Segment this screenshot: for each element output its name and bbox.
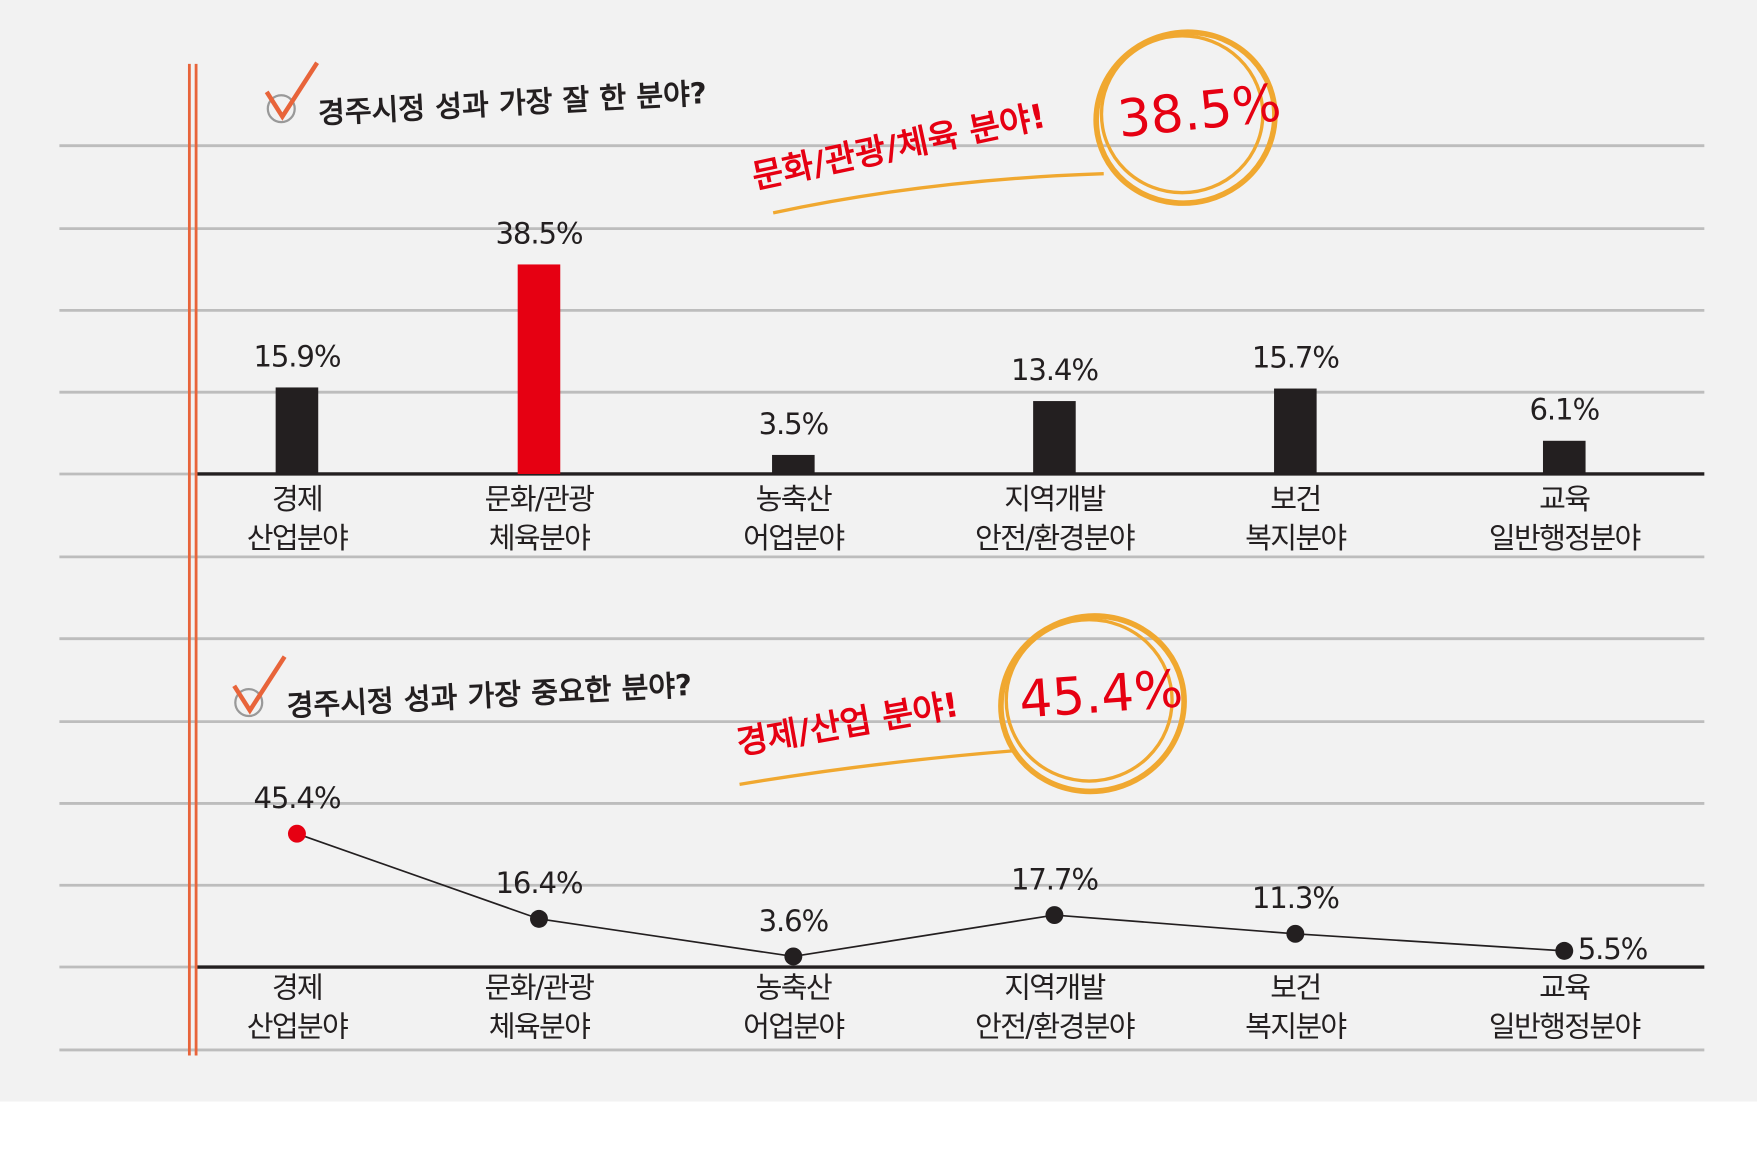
x-tick-label: 일반행정분야 [1489, 521, 1641, 555]
x-tick-label: 농축산 [756, 970, 832, 1004]
bar [772, 454, 815, 474]
x-tick-label: 어업분야 [743, 1010, 844, 1044]
background [0, 0, 1757, 1102]
line [296, 832, 1565, 958]
x-tick-label: 어업분야 [743, 521, 844, 555]
value-label: 45.4% [253, 781, 340, 815]
value-label: 15.7% [1252, 340, 1339, 374]
circle-highlight [998, 613, 1187, 795]
bar [517, 264, 561, 474]
value-label: 13.4% [1011, 353, 1098, 387]
point [1045, 906, 1064, 925]
x-tick-label: 지역개발 [1004, 482, 1105, 516]
value-label: 15.9% [253, 339, 340, 373]
x-tick-label: 경제 [272, 970, 322, 1004]
x-tick-label: 농축산 [756, 482, 832, 516]
bar [1542, 440, 1586, 474]
value-label: 3.5% [759, 407, 829, 441]
value-label: 11.3% [1252, 881, 1339, 915]
x-tick-label: 산업분야 [247, 521, 348, 555]
bar [1274, 388, 1317, 474]
x-tick-label: 복지분야 [1245, 521, 1346, 555]
value-label: 38.5% [496, 216, 583, 250]
x-tick-label: 문화/관광 [485, 482, 594, 516]
circle-highlight [1093, 29, 1278, 206]
underline [772, 172, 1104, 215]
x-tick-label: 안전/환경분야 [975, 1010, 1135, 1044]
point [1286, 924, 1305, 943]
x-tick-label: 체육분야 [489, 521, 590, 555]
check-icon [232, 655, 287, 718]
x-tick-label: 보건 [1270, 482, 1320, 516]
x-tick-label: 체육분야 [489, 1010, 590, 1044]
x-tick-label: 문화/관광 [485, 970, 594, 1004]
x-tick-label: 안전/환경분야 [975, 521, 1135, 555]
circle-highlight [1004, 617, 1174, 783]
x-tick-label: 산업분야 [247, 1010, 348, 1044]
point [530, 909, 548, 928]
circle-highlight [1099, 34, 1265, 195]
x-tick-label: 교육 [1539, 970, 1590, 1004]
bar [1033, 401, 1076, 474]
check-icon [264, 61, 319, 124]
x-tick-label: 지역개발 [1004, 970, 1105, 1004]
ruled-lines [59, 144, 1705, 1052]
value-label: 17.7% [1011, 862, 1098, 896]
x-tick-label: 복지분야 [1245, 1010, 1346, 1044]
point [1555, 941, 1574, 960]
bar [275, 387, 319, 474]
value-label: 5.5% [1578, 932, 1648, 966]
x-tick-label: 일반행정분야 [1489, 1010, 1641, 1044]
point [287, 824, 306, 843]
x-tick-label: 교육 [1539, 482, 1590, 516]
underline [739, 749, 1015, 787]
highlight-value: 45.4% [1017, 659, 1184, 730]
point [784, 947, 803, 966]
x-tick-label: 보건 [1270, 970, 1320, 1004]
value-label: 3.6% [759, 904, 829, 938]
value-label: 6.1% [1530, 393, 1600, 427]
x-tick-label: 경제 [272, 482, 322, 516]
value-label: 16.4% [496, 866, 583, 900]
